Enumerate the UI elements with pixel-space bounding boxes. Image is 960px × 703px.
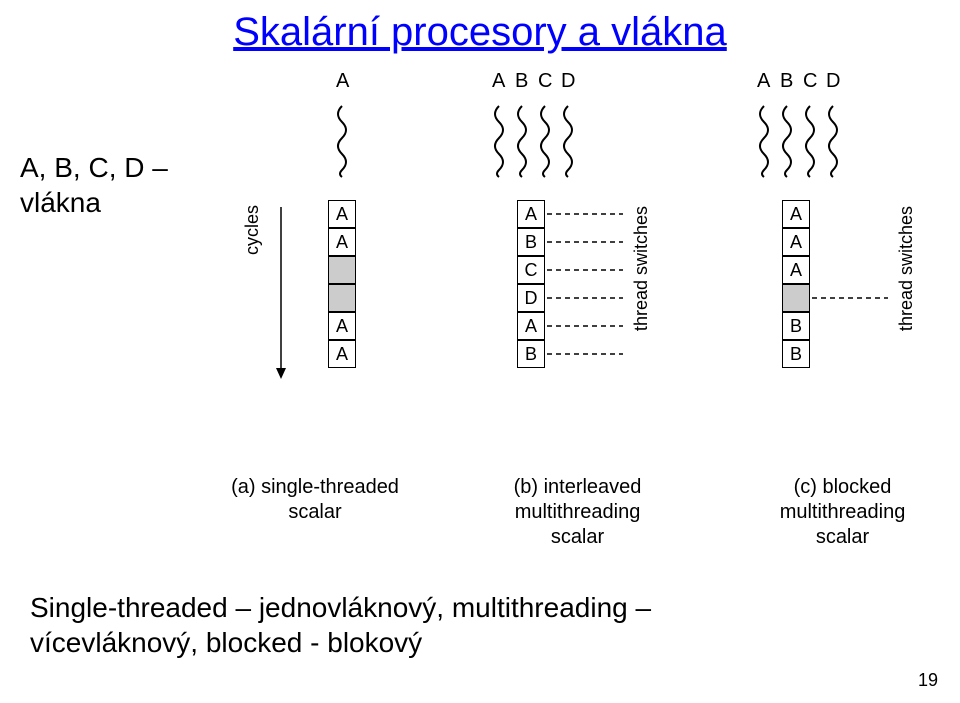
cycles-label: cycles [242, 205, 263, 255]
caption-line: scalar [551, 526, 604, 548]
legend-text: A, B, C, D – vlákna [20, 150, 168, 220]
panel-b: A B C D A B C D A B thread switches (b) … [455, 70, 700, 570]
caption-line: (b) interleaved [514, 476, 642, 498]
dash-line [547, 200, 627, 228]
squiggle-icon [490, 104, 508, 179]
squiggle-icon [333, 104, 351, 179]
panel-a: A cycles A A A A (a) single-threaded sca… [220, 70, 410, 570]
panel-b-caption: (b) interleaved multithreading scalar [455, 475, 700, 550]
caption-line: (a) single-threaded [231, 476, 399, 498]
caption-line: scalar [288, 501, 341, 523]
diagram-area: A cycles A A A A (a) single-threaded sca… [220, 70, 960, 570]
dash-line [547, 256, 627, 284]
hdr-d: D [561, 70, 575, 93]
dash-line [547, 228, 627, 256]
squiggle-icon [755, 104, 773, 179]
slot [328, 256, 356, 284]
squiggle-icon [824, 104, 842, 179]
squiggle-icon [559, 104, 577, 179]
slot: B [782, 340, 810, 368]
hdr-b: B [515, 70, 528, 93]
slot: A [517, 200, 545, 228]
squiggle-icon [536, 104, 554, 179]
hdr-a: A [336, 70, 349, 93]
slot [328, 284, 356, 312]
cycles-label-group: cycles [242, 205, 263, 260]
slot: D [517, 284, 545, 312]
slot: A [328, 340, 356, 368]
squiggle-icon [513, 104, 531, 179]
hdr-a: A [492, 70, 505, 93]
panel-a-header: A [220, 70, 410, 110]
slide-title: Skalární procesory a vlákna [0, 10, 960, 55]
slot: B [517, 340, 545, 368]
thread-switches-label: thread switches [896, 206, 917, 331]
slot: A [328, 200, 356, 228]
dash-line [547, 312, 627, 340]
caption-line: scalar [816, 526, 869, 548]
panel-a-caption: (a) single-threaded scalar [220, 475, 410, 525]
slot: A [782, 228, 810, 256]
thread-switches-label-group: thread switches [896, 206, 938, 336]
panel-b-slots: A B C D A B [517, 200, 545, 368]
slot: A [782, 256, 810, 284]
slot: A [328, 312, 356, 340]
bottom-text: Single-threaded – jednovláknový, multith… [30, 590, 930, 660]
hdr-b: B [780, 70, 793, 93]
bottom-line-1: Single-threaded – jednovláknový, multith… [30, 592, 651, 623]
slot: A [517, 312, 545, 340]
dash-line [547, 340, 627, 368]
caption-line: (c) blocked [794, 476, 892, 498]
panel-c: A B C D A A A B B thread switches (c) bl… [720, 70, 960, 570]
hdr-c: C [538, 70, 552, 93]
slot: A [328, 228, 356, 256]
slot: A [782, 200, 810, 228]
legend-line-2: vlákna [20, 187, 101, 218]
hdr-c: C [803, 70, 817, 93]
legend-line-1: A, B, C, D – [20, 152, 168, 183]
caption-line: multithreading [780, 501, 906, 523]
page-number: 19 [918, 670, 938, 691]
caption-line: multithreading [515, 501, 641, 523]
dash-line [812, 284, 892, 312]
slot: C [517, 256, 545, 284]
panel-c-caption: (c) blocked multithreading scalar [720, 475, 960, 550]
thread-switches-label-group: thread switches [631, 206, 673, 336]
squiggle-icon [778, 104, 796, 179]
thread-switches-label: thread switches [631, 206, 652, 331]
slot [782, 284, 810, 312]
slot: B [782, 312, 810, 340]
panel-c-slots: A A A B B [782, 200, 810, 368]
bottom-line-2: vícevláknový, blocked - blokový [30, 627, 422, 658]
squiggle-icon [801, 104, 819, 179]
arrow-down-icon [274, 205, 288, 385]
dash-line [547, 284, 627, 312]
panel-a-slots: A A A A [328, 200, 356, 368]
hdr-d: D [826, 70, 840, 93]
hdr-a: A [757, 70, 770, 93]
slot: B [517, 228, 545, 256]
